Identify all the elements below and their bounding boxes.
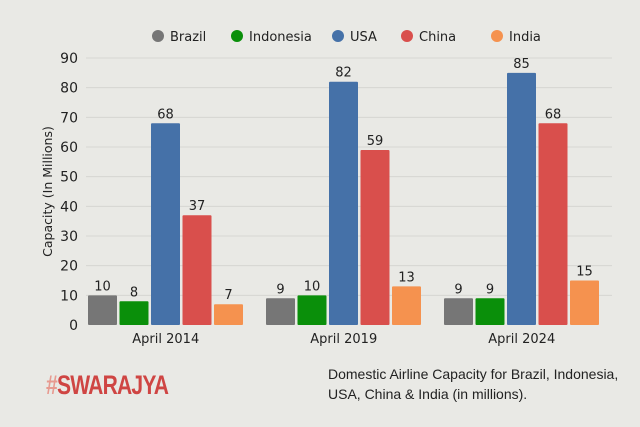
data-label: 15 bbox=[576, 265, 593, 280]
data-label: 9 bbox=[454, 282, 462, 297]
y-tick-label: 30 bbox=[60, 229, 78, 245]
y-tick-label: 40 bbox=[60, 199, 78, 215]
bar-china bbox=[538, 123, 568, 326]
bar-brazil bbox=[444, 298, 473, 325]
y-axis-label: Capacity (In Millions) bbox=[40, 126, 55, 257]
data-label: 59 bbox=[367, 134, 384, 149]
bar-indonesia bbox=[297, 295, 327, 325]
y-tick-label: 50 bbox=[60, 170, 78, 186]
data-label: 82 bbox=[335, 66, 352, 81]
data-label: 10 bbox=[304, 279, 321, 294]
y-tick-label: 70 bbox=[60, 110, 78, 126]
data-label: 68 bbox=[157, 107, 174, 122]
bar-indonesia bbox=[475, 298, 505, 325]
data-label: 68 bbox=[545, 107, 562, 122]
legend-label: Brazil bbox=[170, 30, 206, 45]
data-label: 7 bbox=[224, 288, 232, 303]
y-tick-label: 10 bbox=[60, 288, 78, 304]
data-label: 8 bbox=[130, 285, 138, 300]
y-tick-label: 80 bbox=[60, 81, 78, 97]
bar-usa bbox=[151, 123, 180, 326]
data-label: 9 bbox=[486, 282, 494, 297]
x-tick-label: April 2014 bbox=[132, 332, 199, 347]
data-label: 10 bbox=[94, 279, 111, 294]
x-tick-label: April 2024 bbox=[488, 332, 555, 347]
brand-logo: #SWARAJYA bbox=[46, 370, 169, 400]
legend-marker-brazil bbox=[152, 30, 164, 42]
bar-brazil bbox=[266, 298, 295, 325]
legend-label: Indonesia bbox=[249, 30, 312, 45]
legend-marker-usa bbox=[332, 30, 344, 42]
legend-marker-india bbox=[491, 30, 503, 42]
data-label: 85 bbox=[513, 57, 530, 72]
y-tick-label: 90 bbox=[60, 51, 78, 67]
data-label: 37 bbox=[189, 199, 206, 214]
bar-brazil bbox=[88, 295, 117, 325]
bar-india bbox=[570, 280, 599, 325]
x-tick-label: April 2019 bbox=[310, 332, 377, 347]
bar-india bbox=[214, 304, 243, 325]
data-label: 9 bbox=[276, 282, 284, 297]
bar-china bbox=[182, 215, 212, 325]
bar-usa bbox=[507, 72, 536, 325]
legend-label: China bbox=[419, 30, 456, 45]
bar-indonesia bbox=[119, 301, 149, 325]
bar-china bbox=[360, 149, 390, 325]
legend-marker-china bbox=[401, 30, 413, 42]
legend-label: USA bbox=[350, 30, 377, 45]
bar-usa bbox=[329, 81, 358, 325]
legend-label: India bbox=[509, 30, 541, 45]
y-tick-label: 0 bbox=[69, 318, 78, 334]
y-tick-label: 60 bbox=[60, 140, 78, 156]
chart-caption: Domestic Airline Capacity for Brazil, In… bbox=[328, 366, 619, 402]
data-label: 13 bbox=[398, 270, 415, 285]
bar-india bbox=[392, 286, 421, 325]
bar-chart: 0 10 20 30 40 50 60 70 80 90 Capacity (In Millions… bbox=[40, 30, 612, 347]
y-tick-label: 20 bbox=[60, 259, 78, 275]
legend-marker-indonesia bbox=[231, 30, 243, 42]
